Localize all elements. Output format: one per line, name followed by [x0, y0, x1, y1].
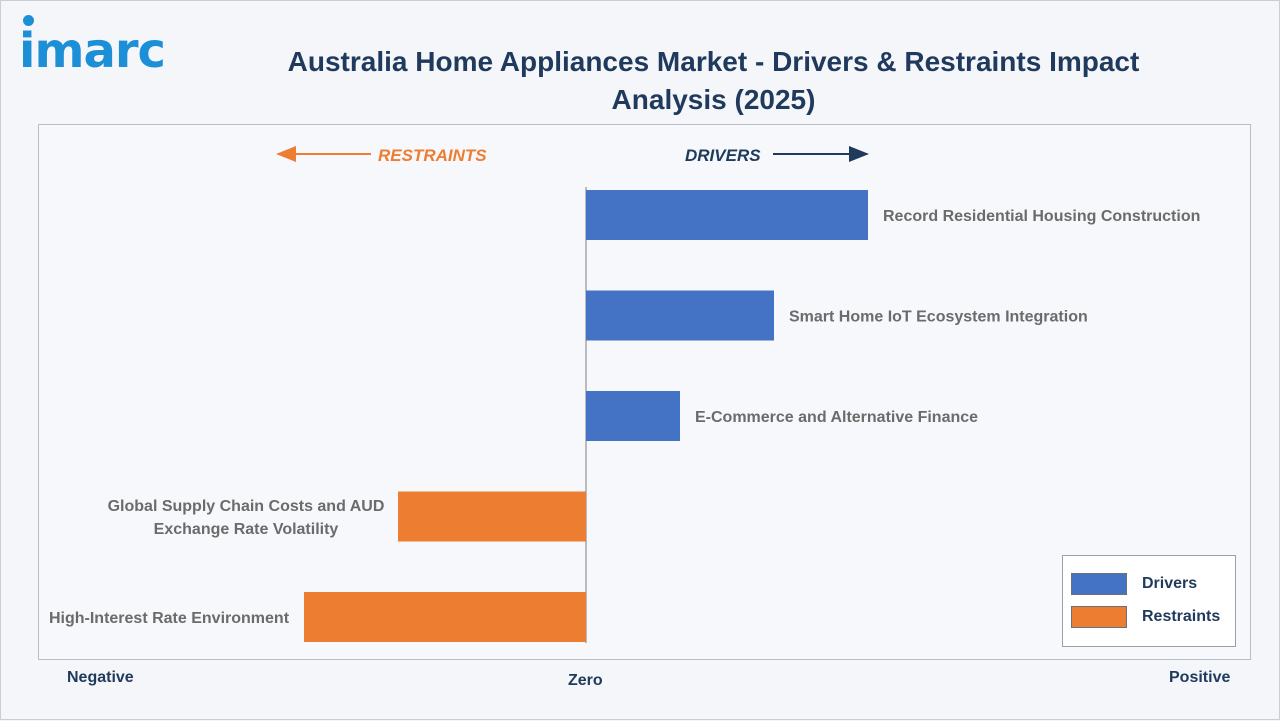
- legend-label-restraints: Restraints: [1142, 608, 1221, 625]
- legend-swatch-drivers: [1071, 573, 1127, 595]
- drivers-direction-label: DRIVERS: [685, 146, 761, 165]
- legend-label-drivers: Drivers: [1142, 575, 1198, 592]
- legend-item-restraints: Restraints: [1071, 605, 1220, 629]
- bar-label-0: Record Residential Housing Construction: [883, 208, 1200, 225]
- bars-group: Record Residential Housing Construction S…: [49, 190, 1200, 642]
- axis-positive-label: Positive: [1169, 669, 1231, 686]
- bar-2: [586, 391, 680, 441]
- bar-label-4: High-Interest Rate Environment: [49, 610, 290, 627]
- bar-1: [586, 290, 774, 341]
- bar-label-2: E-Commerce and Alternative Finance: [695, 409, 978, 426]
- chart-title: Australia Home Appliances Market - Drive…: [287, 46, 1140, 115]
- bar-0: [586, 190, 868, 240]
- restraints-direction-label: RESTRAINTS: [378, 146, 487, 165]
- bar-label-3: Global Supply Chain Costs and AUD Exchang…: [108, 498, 385, 538]
- legend-swatch-restraints: [1071, 606, 1127, 628]
- logo-dot: [23, 15, 34, 26]
- axis-zero-label: Zero: [568, 672, 603, 689]
- legend-item-drivers: Drivers: [1071, 572, 1197, 596]
- bar-label-1: Smart Home IoT Ecosystem Integration: [789, 309, 1088, 326]
- bar-3: [398, 491, 586, 542]
- legend: Drivers Restraints: [1062, 555, 1236, 647]
- bar-4: [304, 592, 586, 642]
- axis-negative-label: Negative: [67, 669, 134, 686]
- imarc-logo: imarc: [19, 23, 166, 79]
